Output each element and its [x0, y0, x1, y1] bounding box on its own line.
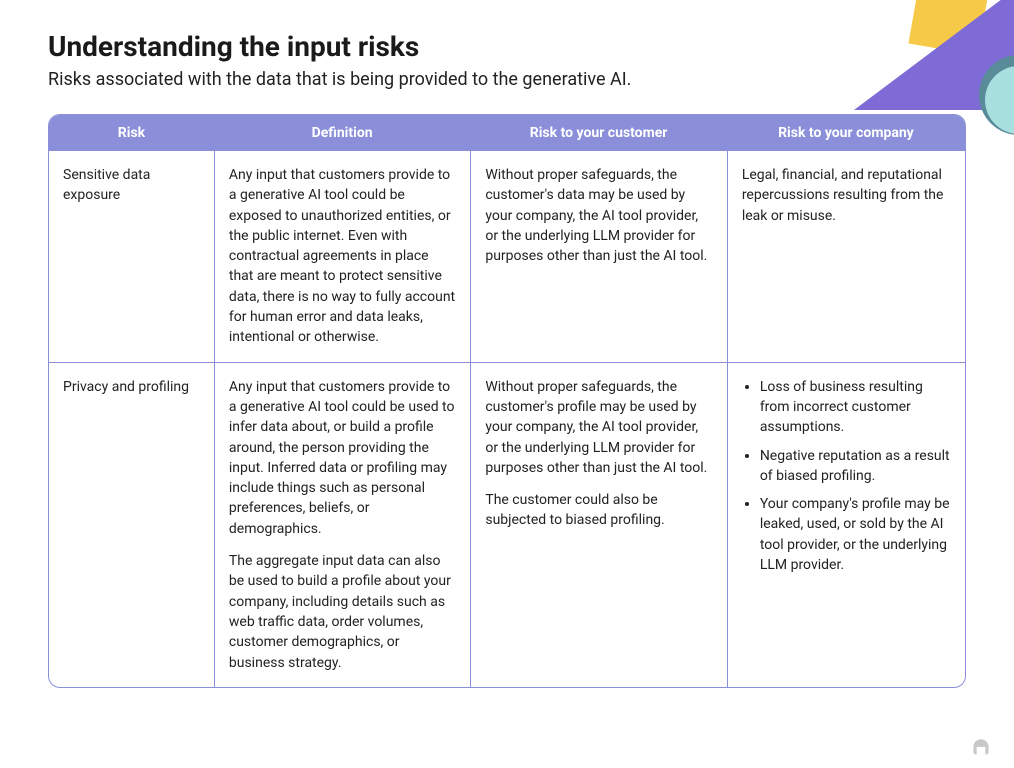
cell-risk: Sensitive data exposure [49, 151, 214, 362]
comp-list-item: Negative reputation as a result of biase… [760, 446, 951, 487]
cell-risk: Privacy and profiling [49, 362, 214, 687]
col-header-risk: Risk [49, 115, 214, 151]
table-row: Privacy and profiling Any input that cus… [49, 362, 965, 687]
cust-para: Without proper safeguards, the customer'… [485, 165, 712, 266]
def-para: Any input that customers provide to a ge… [229, 377, 456, 539]
comp-text: Legal, financial, and reputational reper… [742, 165, 951, 226]
brand-icon [968, 736, 994, 762]
cell-company: Loss of business resulting from incorrec… [727, 362, 965, 687]
cell-definition: Any input that customers provide to a ge… [214, 362, 470, 687]
table-header-row: Risk Definition Risk to your customer Ri… [49, 115, 965, 151]
cell-customer: Without proper safeguards, the customer'… [470, 151, 726, 362]
page-title: Understanding the input risks [48, 30, 966, 63]
cell-company: Legal, financial, and reputational reper… [727, 151, 965, 362]
page-subtitle: Risks associated with the data that is b… [48, 69, 966, 90]
cust-para: Without proper safeguards, the customer'… [485, 377, 712, 478]
def-para: The aggregate input data can also be use… [229, 551, 456, 673]
col-header-customer: Risk to your customer [470, 115, 726, 151]
comp-list: Loss of business resulting from incorrec… [742, 377, 951, 576]
col-header-company: Risk to your company [727, 115, 965, 151]
cell-definition: Any input that customers provide to a ge… [214, 151, 470, 362]
cust-para: The customer could also be subjected to … [485, 490, 712, 531]
col-header-definition: Definition [214, 115, 470, 151]
def-para: Any input that customers provide to a ge… [229, 165, 456, 348]
comp-list-item: Your company's profile may be leaked, us… [760, 494, 951, 575]
risks-table: Risk Definition Risk to your customer Ri… [48, 114, 966, 688]
table-row: Sensitive data exposure Any input that c… [49, 151, 965, 362]
comp-list-item: Loss of business resulting from incorrec… [760, 377, 951, 438]
cell-customer: Without proper safeguards, the customer'… [470, 362, 726, 687]
